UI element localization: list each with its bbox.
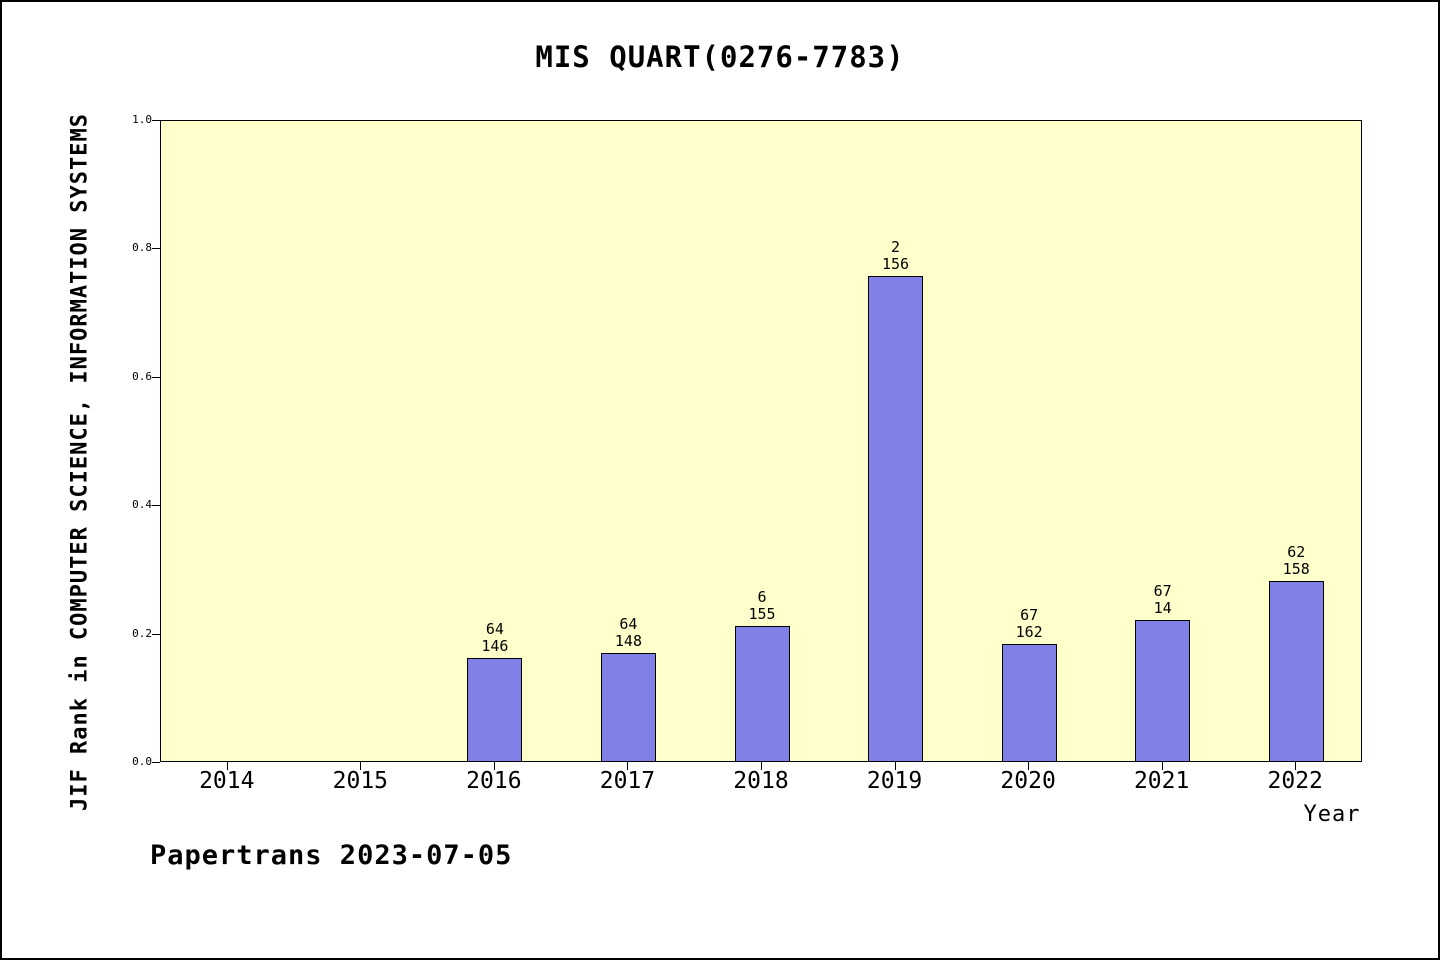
x-tick-mark xyxy=(226,762,228,770)
bar-value-label-2021: 67 14 xyxy=(1153,581,1172,617)
bar-2022 xyxy=(1268,581,1324,761)
bar-value-label-2022: 62 158 xyxy=(1282,543,1310,579)
y-tick-label: 1.0 xyxy=(132,113,152,126)
bar-2017 xyxy=(600,653,656,761)
y-tick-label: 0.6 xyxy=(132,369,152,383)
x-tick-label: 2016 xyxy=(466,768,522,794)
bar-value-label-2018: 6 155 xyxy=(748,588,776,624)
y-tick-label: 0.8 xyxy=(132,241,152,255)
y-tick-mark xyxy=(152,120,160,121)
x-tick-mark xyxy=(627,762,629,770)
x-tick-mark xyxy=(360,762,362,770)
footer-watermark: Papertrans 2023-07-05 xyxy=(150,840,513,871)
bar-value-label-2017: 64 148 xyxy=(614,615,642,651)
x-tick-label: 2017 xyxy=(599,768,656,794)
y-tick-mark xyxy=(152,248,160,250)
y-tick-label: 0.2 xyxy=(132,626,152,640)
x-tick-label: 2022 xyxy=(1267,768,1323,794)
x-tick-label: 2020 xyxy=(1000,768,1056,794)
x-tick-label: 2019 xyxy=(866,768,923,794)
x-tick-mark xyxy=(1161,762,1163,770)
y-tick-mark xyxy=(152,376,160,378)
x-tick-label: 2014 xyxy=(199,768,255,794)
y-tick-mark xyxy=(152,762,160,763)
bar-value-label-2019: 2 156 xyxy=(882,238,910,274)
plot-area: 64 146 64 148 6 155 2 156 67 162 67 14 62 158 xyxy=(160,120,1362,762)
x-tick-mark xyxy=(761,762,762,770)
y-tick-mark xyxy=(152,505,160,507)
x-tick-mark xyxy=(493,762,495,770)
bar-2018 xyxy=(734,626,790,761)
x-tick-mark xyxy=(1028,762,1030,770)
chart-title: MIS QUART(0276-7783) xyxy=(535,40,905,74)
x-tick-label: 2015 xyxy=(332,768,389,794)
bar-value-label-2020: 67 162 xyxy=(1015,606,1043,642)
bar-2021 xyxy=(1135,619,1191,761)
bar-value-label-2016: 64 146 xyxy=(481,620,509,656)
x-tick-label: 2018 xyxy=(733,768,789,794)
bar-2020 xyxy=(1001,644,1057,761)
x-tick-label: 2021 xyxy=(1133,768,1190,794)
bar-2019 xyxy=(868,276,924,761)
x-axis-label: Year xyxy=(1303,802,1361,827)
y-tick-label: 0.4 xyxy=(132,498,152,512)
x-tick-mark xyxy=(894,762,896,770)
x-tick-mark xyxy=(1295,762,1297,770)
bar-2016 xyxy=(467,658,523,761)
y-tick-mark xyxy=(152,633,160,635)
y-axis-label: JIF Rank in COMPUTER SCIENCE, INFORMATIO… xyxy=(67,112,93,812)
y-tick-label: 0.0 xyxy=(132,755,152,768)
